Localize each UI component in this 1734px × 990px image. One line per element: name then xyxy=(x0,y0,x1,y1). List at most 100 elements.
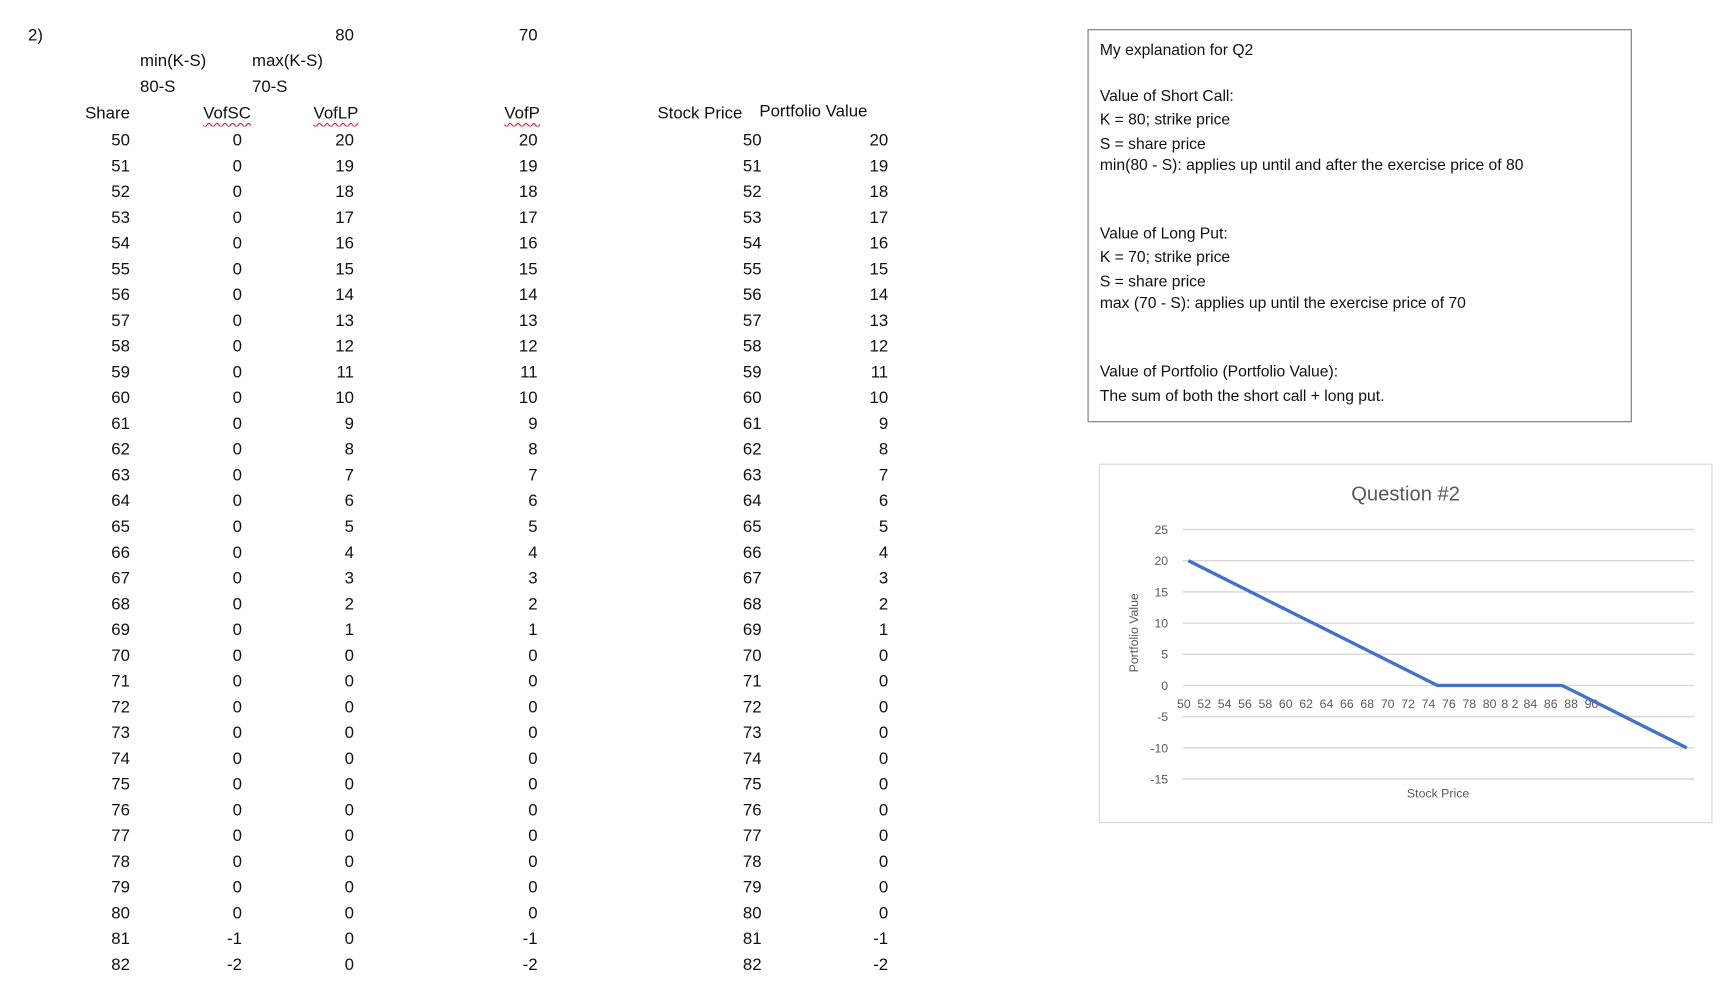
cell-vofsc[interactable]: 0 xyxy=(232,749,242,769)
cell-voflp[interactable]: 18 xyxy=(335,182,354,202)
cell-vofp[interactable]: 3 xyxy=(528,568,538,588)
cell-portfolio-value[interactable]: 18 xyxy=(869,182,889,202)
cell-portfolio-value[interactable]: 12 xyxy=(869,337,889,357)
cell-vofp[interactable]: 10 xyxy=(518,388,538,408)
cell-vofp[interactable]: 0 xyxy=(528,878,538,898)
cell-share[interactable]: 72 xyxy=(111,697,130,717)
cell-voflp[interactable]: 0 xyxy=(344,646,354,666)
cell-share[interactable]: 66 xyxy=(111,543,130,563)
cell-vofp[interactable]: 6 xyxy=(528,491,538,511)
cell-vofsc[interactable]: 0 xyxy=(232,414,242,434)
cell-stock-price[interactable]: 78 xyxy=(742,852,762,872)
cell-portfolio-value[interactable]: 8 xyxy=(878,440,889,460)
cell-stock-price[interactable]: 72 xyxy=(742,697,762,717)
cell-share[interactable]: 78 xyxy=(111,852,130,872)
cell-voflp[interactable]: 0 xyxy=(344,826,354,846)
cell-voflp[interactable]: 4 xyxy=(344,543,354,563)
cell-voflp[interactable]: 8 xyxy=(344,440,354,460)
cell-share[interactable]: 53 xyxy=(111,208,130,228)
cell-share[interactable]: 63 xyxy=(111,465,130,485)
cell-voflp[interactable]: 0 xyxy=(344,800,354,820)
cell-portfolio-value[interactable]: -1 xyxy=(873,929,889,949)
cell-voflp[interactable]: 17 xyxy=(335,208,354,228)
cell-portfolio-value[interactable]: 0 xyxy=(878,646,889,666)
cell-vofp[interactable]: 0 xyxy=(528,800,538,820)
cell-portfolio-value[interactable]: 0 xyxy=(878,697,889,717)
cell-portfolio-value[interactable]: 0 xyxy=(878,903,889,923)
cell-portfolio-value[interactable]: 0 xyxy=(878,800,889,820)
cell-vofsc[interactable]: 0 xyxy=(232,517,242,537)
cell-vofsc[interactable]: 0 xyxy=(232,620,242,640)
cell-portfolio-value[interactable]: 19 xyxy=(869,156,889,176)
cell-stock-price[interactable]: 74 xyxy=(742,749,762,769)
cell-vofsc[interactable]: 0 xyxy=(232,259,242,279)
cell-portfolio-value[interactable]: 0 xyxy=(878,723,889,743)
cell-vofsc[interactable]: 0 xyxy=(232,594,242,614)
cell-share[interactable]: 55 xyxy=(111,259,130,279)
cell-vofsc[interactable]: 0 xyxy=(232,543,242,563)
cell-vofp[interactable]: 16 xyxy=(518,234,538,254)
cell-stock-price[interactable]: 63 xyxy=(742,465,762,485)
cell-portfolio-value[interactable]: 13 xyxy=(869,311,889,331)
cell-vofsc[interactable]: 0 xyxy=(232,852,242,872)
cell-stock-price[interactable]: 68 xyxy=(742,594,762,614)
cell-portfolio-value[interactable]: 4 xyxy=(878,543,889,563)
cell-vofsc[interactable]: 0 xyxy=(232,208,242,228)
cell-share[interactable]: 80 xyxy=(111,903,130,923)
cell-stock-price[interactable]: 64 xyxy=(742,491,762,511)
cell-voflp[interactable]: 20 xyxy=(335,131,354,151)
cell-share[interactable]: 82 xyxy=(111,955,130,975)
cell-share[interactable]: 81 xyxy=(111,929,130,949)
cell-stock-price[interactable]: 67 xyxy=(742,568,762,588)
cell-stock-price[interactable]: 51 xyxy=(742,156,762,176)
cell-voflp[interactable]: 5 xyxy=(344,517,354,537)
cell-share[interactable]: 54 xyxy=(111,234,130,254)
cell-share[interactable]: 73 xyxy=(111,723,130,743)
cell-vofsc[interactable]: 0 xyxy=(232,285,242,305)
cell-vofsc[interactable]: 0 xyxy=(232,156,242,176)
cell-stock-price[interactable]: 82 xyxy=(742,955,762,975)
cell-voflp[interactable]: 0 xyxy=(344,723,354,743)
cell-vofp[interactable]: 0 xyxy=(528,749,538,769)
cell-share[interactable]: 60 xyxy=(111,388,130,408)
call-strike-cell[interactable]: 80 xyxy=(335,25,354,45)
cell-portfolio-value[interactable]: 5 xyxy=(878,517,889,537)
cell-vofsc[interactable]: 0 xyxy=(232,568,242,588)
cell-vofsc[interactable]: 0 xyxy=(232,878,242,898)
cell-portfolio-value[interactable]: 0 xyxy=(878,826,889,846)
cell-vofsc[interactable]: 0 xyxy=(232,775,242,795)
cell-portfolio-value[interactable]: 11 xyxy=(870,362,889,382)
cell-share[interactable]: 69 xyxy=(111,620,130,640)
cell-portfolio-value[interactable]: 2 xyxy=(878,594,889,614)
cell-voflp[interactable]: 7 xyxy=(344,465,354,485)
cell-voflp[interactable]: 0 xyxy=(344,929,354,949)
cell-voflp[interactable]: 6 xyxy=(344,491,354,511)
cell-share[interactable]: 50 xyxy=(111,131,130,151)
cell-stock-price[interactable]: 59 xyxy=(742,362,762,382)
cell-vofp[interactable]: 15 xyxy=(518,259,538,279)
cell-portfolio-value[interactable]: 10 xyxy=(869,388,889,408)
cell-vofp[interactable]: 0 xyxy=(528,723,538,743)
cell-share[interactable]: 56 xyxy=(111,285,130,305)
cell-stock-price[interactable]: 52 xyxy=(742,182,762,202)
cell-vofp[interactable]: 20 xyxy=(518,131,538,151)
cell-vofp[interactable]: 7 xyxy=(528,465,538,485)
cell-voflp[interactable]: 3 xyxy=(344,568,354,588)
cell-portfolio-value[interactable]: 14 xyxy=(869,285,889,305)
cell-vofsc[interactable]: 0 xyxy=(232,131,242,151)
cell-share[interactable]: 76 xyxy=(111,800,130,820)
cell-share[interactable]: 75 xyxy=(111,775,130,795)
cell-vofp[interactable]: 0 xyxy=(528,775,538,795)
cell-portfolio-value[interactable]: 0 xyxy=(878,775,889,795)
cell-vofp[interactable]: 0 xyxy=(528,697,538,717)
cell-vofsc[interactable]: 0 xyxy=(232,800,242,820)
cell-voflp[interactable]: 0 xyxy=(344,775,354,795)
cell-share[interactable]: 61 xyxy=(111,414,130,434)
explanation-textbox[interactable]: My explanation for Q2 Value of Short Cal… xyxy=(1087,29,1632,423)
cell-voflp[interactable]: 16 xyxy=(335,234,354,254)
cell-stock-price[interactable]: 70 xyxy=(742,646,762,666)
cell-voflp[interactable]: 15 xyxy=(335,259,354,279)
cell-vofsc[interactable]: 0 xyxy=(232,723,242,743)
cell-vofp[interactable]: 1 xyxy=(528,620,538,640)
cell-stock-price[interactable]: 61 xyxy=(742,414,762,434)
